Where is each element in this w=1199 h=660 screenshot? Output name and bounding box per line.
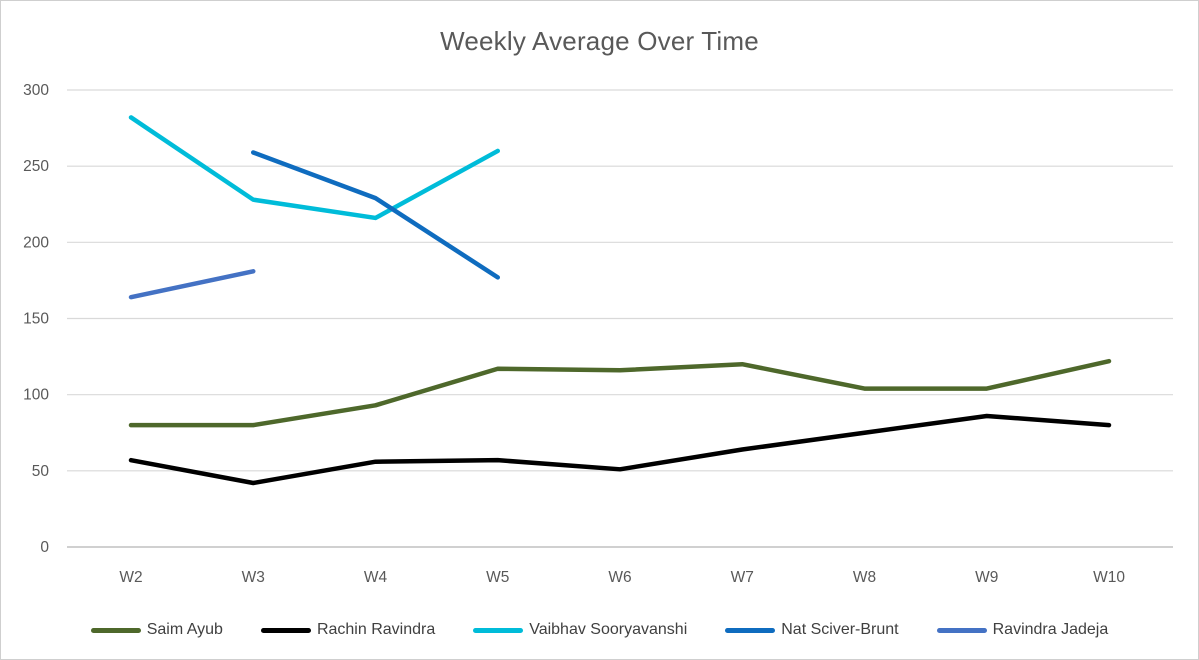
series-line-vaibhav-sooryavanshi	[128, 115, 500, 221]
series-line-nat-sciver-brunt	[251, 150, 500, 280]
legend-item-nat-sciver-brunt: Nat Sciver-Brunt	[725, 621, 899, 639]
x-tick-label: W2	[119, 569, 142, 586]
y-tick-label: 200	[23, 234, 49, 251]
x-tick-label: W4	[364, 569, 388, 586]
x-tick-label: W9	[975, 569, 998, 586]
legend-line-swatch	[90, 627, 141, 633]
chart-title: Weekly Average Over Time	[440, 26, 759, 56]
legend-item-rachin-ravindra: Rachin Ravindra	[260, 621, 436, 639]
chart-legend: Saim Ayub Rachin Ravindra Vaibhav Sooryava…	[1, 621, 1198, 639]
series-line-saim-ayub	[128, 358, 1112, 428]
legend-item-saim-ayub: Saim Ayub	[90, 621, 223, 639]
y-tick-label: 300	[23, 82, 49, 99]
y-tick-label: 100	[23, 387, 49, 404]
y-tick-label: 0	[40, 539, 49, 556]
x-tick-label: W7	[731, 569, 754, 586]
legend-line-swatch	[260, 627, 311, 633]
y-tick-label: 50	[32, 463, 50, 480]
legend-line-swatch	[473, 627, 524, 633]
x-tick-label: W6	[608, 569, 631, 586]
series-line-rachin-ravindra	[128, 413, 1112, 486]
legend-label: Nat Sciver-Brunt	[781, 621, 899, 638]
legend-label: Vaibhav Sooryavanshi	[529, 621, 688, 638]
x-tick-label: W8	[853, 569, 876, 586]
series-line-ravindra-jadeja	[128, 269, 256, 300]
y-tick-label: 150	[23, 311, 49, 328]
legend-item-ravindra-jadeja: Ravindra Jadeja	[936, 621, 1109, 639]
x-tick-label: W3	[242, 569, 265, 586]
legend-label: Ravindra Jadeja	[992, 621, 1109, 638]
legend-line-swatch	[725, 627, 776, 633]
legend-label: Rachin Ravindra	[316, 621, 436, 638]
legend-label: Saim Ayub	[146, 621, 223, 638]
legend-item-vaibhav-sooryavanshi: Vaibhav Sooryavanshi	[473, 621, 687, 639]
legend-line-swatch	[936, 627, 987, 633]
x-tick-label: W5	[486, 569, 509, 586]
x-tick-label: W10	[1093, 569, 1125, 586]
y-tick-label: 250	[23, 158, 49, 175]
